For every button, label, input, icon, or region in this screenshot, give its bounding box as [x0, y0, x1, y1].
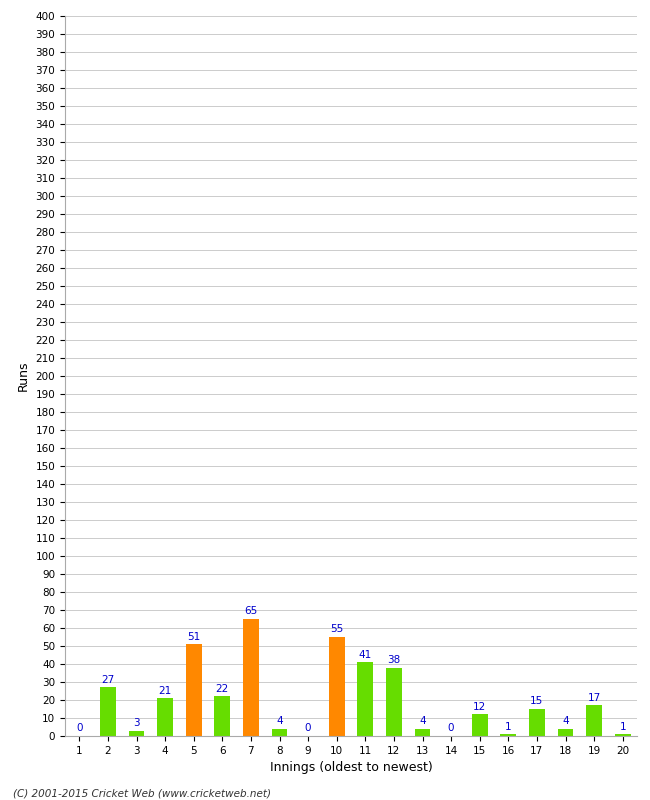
- Text: 27: 27: [101, 674, 114, 685]
- Y-axis label: Runs: Runs: [17, 361, 30, 391]
- Text: 0: 0: [76, 723, 83, 734]
- Bar: [214, 696, 230, 736]
- Bar: [472, 714, 488, 736]
- Text: 22: 22: [216, 684, 229, 694]
- Text: 12: 12: [473, 702, 486, 712]
- Bar: [157, 698, 173, 736]
- Bar: [415, 729, 430, 736]
- Bar: [558, 729, 573, 736]
- Bar: [615, 734, 630, 736]
- Text: 38: 38: [387, 655, 400, 665]
- Bar: [329, 637, 344, 736]
- Bar: [186, 644, 202, 736]
- Text: 65: 65: [244, 606, 257, 616]
- Bar: [586, 706, 602, 736]
- Text: (C) 2001-2015 Cricket Web (www.cricketweb.net): (C) 2001-2015 Cricket Web (www.cricketwe…: [13, 788, 271, 798]
- X-axis label: Innings (oldest to newest): Innings (oldest to newest): [270, 762, 432, 774]
- Bar: [358, 662, 373, 736]
- Text: 41: 41: [359, 650, 372, 659]
- Bar: [500, 734, 516, 736]
- Text: 21: 21: [159, 686, 172, 695]
- Text: 4: 4: [276, 716, 283, 726]
- Text: 4: 4: [419, 716, 426, 726]
- Text: 0: 0: [448, 723, 454, 734]
- Text: 0: 0: [305, 723, 311, 734]
- Bar: [529, 709, 545, 736]
- Text: 3: 3: [133, 718, 140, 728]
- Bar: [129, 730, 144, 736]
- Text: 55: 55: [330, 624, 343, 634]
- Bar: [272, 729, 287, 736]
- Text: 4: 4: [562, 716, 569, 726]
- Text: 1: 1: [505, 722, 512, 731]
- Text: 15: 15: [530, 696, 543, 706]
- Text: 51: 51: [187, 631, 200, 642]
- Bar: [100, 687, 116, 736]
- Bar: [243, 619, 259, 736]
- Text: 1: 1: [619, 722, 626, 731]
- Bar: [386, 667, 402, 736]
- Text: 17: 17: [588, 693, 601, 702]
